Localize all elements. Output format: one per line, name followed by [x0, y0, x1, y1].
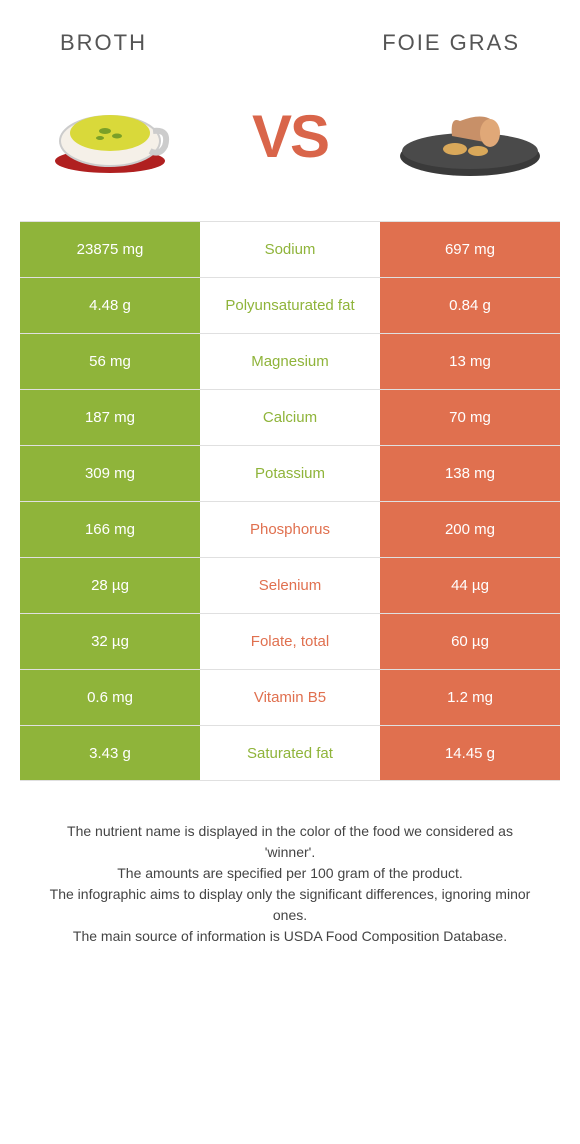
- right-value: 13 mg: [380, 334, 560, 389]
- header: BROTH FOIE GRAS: [0, 0, 580, 66]
- footer-line: The main source of information is USDA F…: [40, 926, 540, 947]
- right-value: 60 µg: [380, 614, 560, 669]
- right-value: 200 mg: [380, 502, 560, 557]
- table-row: 28 µgSelenium44 µg: [20, 557, 560, 613]
- nutrient-label: Sodium: [200, 222, 380, 277]
- left-food-title: BROTH: [60, 30, 147, 56]
- nutrient-label: Selenium: [200, 558, 380, 613]
- nutrient-label: Magnesium: [200, 334, 380, 389]
- left-value: 0.6 mg: [20, 670, 200, 725]
- right-value: 44 µg: [380, 558, 560, 613]
- nutrient-table: 23875 mgSodium697 mg4.48 gPolyunsaturate…: [20, 221, 560, 781]
- table-row: 32 µgFolate, total60 µg: [20, 613, 560, 669]
- left-value: 3.43 g: [20, 726, 200, 780]
- table-row: 4.48 gPolyunsaturated fat0.84 g: [20, 277, 560, 333]
- vs-label: VS: [252, 102, 328, 171]
- left-value: 28 µg: [20, 558, 200, 613]
- table-row: 3.43 gSaturated fat14.45 g: [20, 725, 560, 781]
- nutrient-label: Potassium: [200, 446, 380, 501]
- broth-image: [30, 76, 190, 196]
- nutrient-label: Calcium: [200, 390, 380, 445]
- foie-gras-image: [390, 76, 550, 196]
- left-value: 4.48 g: [20, 278, 200, 333]
- right-value: 70 mg: [380, 390, 560, 445]
- footer-line: The nutrient name is displayed in the co…: [40, 821, 540, 863]
- left-value: 56 mg: [20, 334, 200, 389]
- left-value: 309 mg: [20, 446, 200, 501]
- left-value: 187 mg: [20, 390, 200, 445]
- table-row: 187 mgCalcium70 mg: [20, 389, 560, 445]
- right-value: 0.84 g: [380, 278, 560, 333]
- table-row: 56 mgMagnesium13 mg: [20, 333, 560, 389]
- footer-line: The infographic aims to display only the…: [40, 884, 540, 926]
- right-food-title: FOIE GRAS: [382, 30, 520, 56]
- table-row: 309 mgPotassium138 mg: [20, 445, 560, 501]
- right-value: 1.2 mg: [380, 670, 560, 725]
- images-row: VS: [0, 66, 580, 221]
- nutrient-label: Vitamin B5: [200, 670, 380, 725]
- table-row: 166 mgPhosphorus200 mg: [20, 501, 560, 557]
- table-row: 23875 mgSodium697 mg: [20, 221, 560, 277]
- table-row: 0.6 mgVitamin B51.2 mg: [20, 669, 560, 725]
- nutrient-label: Saturated fat: [200, 726, 380, 780]
- footer-line: The amounts are specified per 100 gram o…: [40, 863, 540, 884]
- nutrient-label: Phosphorus: [200, 502, 380, 557]
- right-value: 138 mg: [380, 446, 560, 501]
- left-value: 166 mg: [20, 502, 200, 557]
- left-value: 23875 mg: [20, 222, 200, 277]
- right-value: 14.45 g: [380, 726, 560, 780]
- footer-notes: The nutrient name is displayed in the co…: [0, 781, 580, 947]
- right-value: 697 mg: [380, 222, 560, 277]
- left-value: 32 µg: [20, 614, 200, 669]
- nutrient-label: Polyunsaturated fat: [200, 278, 380, 333]
- nutrient-label: Folate, total: [200, 614, 380, 669]
